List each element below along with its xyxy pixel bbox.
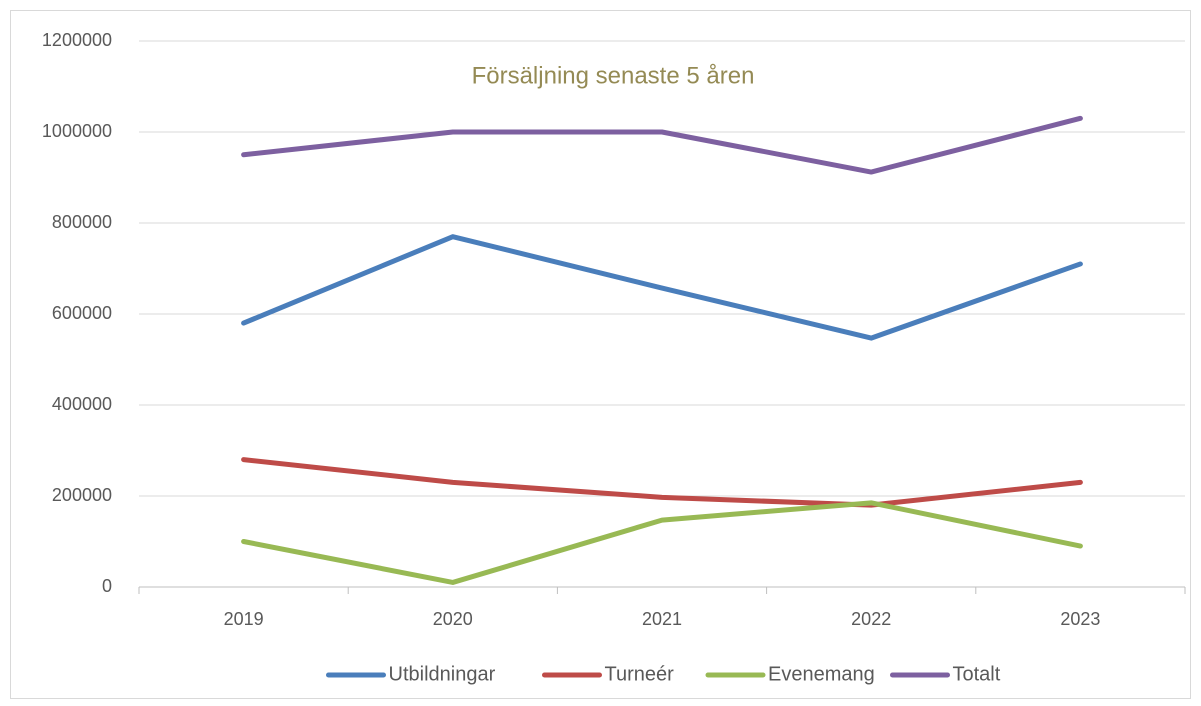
chart-frame xyxy=(10,10,1191,699)
y-tick-label: 0 xyxy=(102,576,112,596)
x-tick-label: 2019 xyxy=(224,609,264,629)
series-line xyxy=(241,500,1083,585)
y-tick-label: 1000000 xyxy=(42,121,112,141)
x-tick-label: 2023 xyxy=(1060,609,1100,629)
x-tick-label: 2021 xyxy=(642,609,682,629)
legend-label: Turneér xyxy=(605,663,675,685)
x-tick-label: 2022 xyxy=(851,609,891,629)
chart-title: Försäljning senaste 5 åren xyxy=(472,62,755,89)
y-tick-label: 600000 xyxy=(52,303,112,323)
y-tick-label: 1200000 xyxy=(42,30,112,50)
legend-label: Totalt xyxy=(953,663,1001,685)
series-line xyxy=(241,234,1083,341)
legend-label: Utbildningar xyxy=(389,663,496,685)
y-tick-label: 200000 xyxy=(52,485,112,505)
legend-label: Evenemang xyxy=(768,663,875,685)
y-tick-label: 800000 xyxy=(52,212,112,232)
y-tick-label: 400000 xyxy=(52,394,112,414)
series-line xyxy=(241,457,1083,508)
series-line xyxy=(241,115,1083,175)
x-tick-label: 2020 xyxy=(433,609,473,629)
